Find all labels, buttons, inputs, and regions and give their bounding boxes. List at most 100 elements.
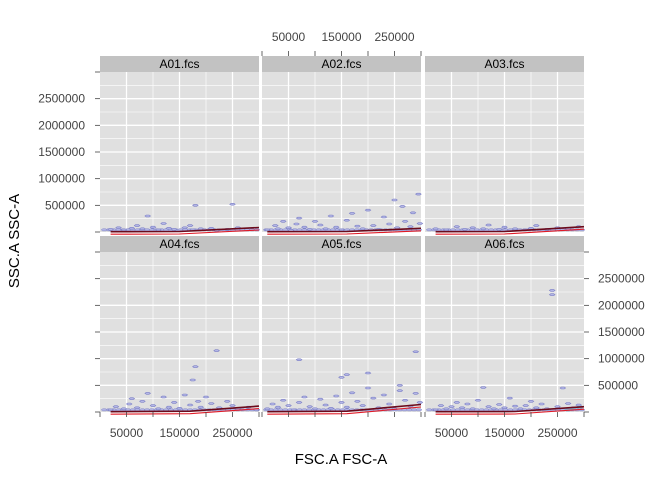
hex-bin [120,228,128,232]
panel-strip [425,236,584,252]
hex-bin [133,224,141,227]
hex-bin [194,400,202,403]
hex-bin [485,223,492,227]
hex-bin [139,227,146,231]
hex-bin [501,406,508,409]
hex-bin [548,293,556,296]
hex-bin [120,407,128,411]
hex-bin [149,225,157,229]
hex-bin [154,407,162,411]
hex-bin [144,392,152,395]
hex-bin [364,386,372,390]
y-tick-label: 1500000 [598,325,645,339]
y-tick-label: 2000000 [598,298,645,312]
hex-bin [125,402,133,406]
panel-5: A05.fcs [262,236,424,415]
hex-bin [453,401,461,404]
hex-bin [112,405,120,408]
hex-bin [490,407,498,411]
hex-bin [479,386,487,389]
panel-strip-label: A04.fcs [159,237,199,251]
hex-bin [415,192,422,196]
x-tick-label: 150000 [484,426,524,440]
hex-bin [316,223,324,227]
hex-bin [192,365,199,368]
hex-bin [412,350,420,353]
hex-bin [229,203,236,206]
fit-line-red [110,229,260,235]
panel-strip [262,236,421,252]
hex-bin [338,228,345,232]
hex-bin [495,228,503,231]
hex-bin [453,225,461,228]
hex-bin [306,405,314,408]
hex-bin [189,378,197,382]
hex-bin [170,401,178,404]
fit-line-dark [435,225,585,233]
hex-bin [295,358,303,361]
hex-bin [354,224,361,228]
hex-bin [202,395,210,399]
hex-bin [160,395,167,399]
hex-bin [380,393,388,397]
hex-bin [532,406,540,409]
panel-strip [100,236,259,252]
hex-bin [311,220,319,223]
hex-bin [527,400,535,403]
hex-bin-base [100,228,108,232]
hex-bin [416,222,424,225]
hex-bin [364,208,372,212]
hex-bin [396,389,404,392]
panel-4: A04.fcs [100,236,261,415]
x-tick-label: 250000 [212,426,252,440]
hex-bin [506,396,514,400]
hex-bin [279,220,287,223]
hex-bin [213,349,220,352]
hex-bin [495,403,503,406]
hex-bin [144,214,152,218]
hex-bin [511,227,519,231]
panel-3: A03.fcs [425,56,586,235]
hex-bin [223,400,231,403]
hex-bin [165,405,173,409]
hex-bin [139,400,146,403]
hex-bin [115,226,122,229]
hex-bin [269,402,276,406]
hex-bin [176,407,183,410]
panel-strip-label: A01.fcs [159,57,199,71]
hex-bin [274,405,282,409]
axes-layer: 50000 150000 250000 50000 150000 250000 50000 1… [38,30,645,440]
hex-bin [343,405,351,409]
hex-bin [107,228,114,231]
hex-bin [192,204,199,207]
panel-6: A06.fcs [425,236,586,415]
hex-bin [348,212,356,215]
hex-bin [412,392,420,395]
panel-2: A02.fcs [262,56,424,235]
hex-bin [181,226,189,229]
panel-1: A01.fcs [100,56,261,235]
hex-bin [364,371,372,375]
hex-bin [295,401,303,404]
hex-bin [391,198,398,202]
hex-bin [564,402,572,405]
hex-bin [165,227,173,230]
x-tick-label: 50000 [110,426,144,440]
hex-bin [107,408,114,412]
hex-bin [128,227,136,230]
fit-line-dark [110,405,260,413]
hex-bin [279,399,287,402]
hex-bin [469,407,477,411]
panel-strip [262,56,421,72]
y-tick-label: 2500000 [598,272,645,286]
hex-bin [197,405,205,409]
hex-bin-base [100,408,108,412]
hex-bin [407,225,414,228]
hex-bin [559,386,567,390]
hex-bin [461,228,469,231]
x-tick-label: 150000 [321,30,361,44]
hex-bin [170,228,178,231]
fit-line-dark [435,405,585,413]
hex-bin [133,406,141,409]
